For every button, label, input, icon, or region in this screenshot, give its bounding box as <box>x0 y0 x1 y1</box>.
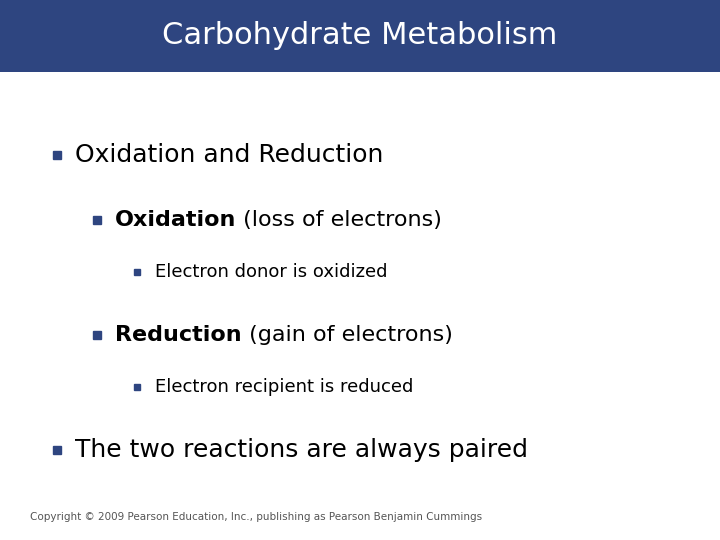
Text: Oxidation: Oxidation <box>115 210 236 230</box>
Text: (loss of electrons): (loss of electrons) <box>236 210 442 230</box>
Text: (gain of electrons): (gain of electrons) <box>242 325 452 345</box>
Text: Oxidation and Reduction: Oxidation and Reduction <box>75 143 383 167</box>
Text: Electron recipient is reduced: Electron recipient is reduced <box>155 378 413 396</box>
Text: Electron donor is oxidized: Electron donor is oxidized <box>155 263 387 281</box>
Bar <box>0 0 720 72</box>
Text: Carbohydrate Metabolism: Carbohydrate Metabolism <box>162 22 558 51</box>
Text: Copyright © 2009 Pearson Education, Inc., publishing as Pearson Benjamin Cumming: Copyright © 2009 Pearson Education, Inc.… <box>30 512 482 522</box>
Text: The two reactions are always paired: The two reactions are always paired <box>75 438 528 462</box>
Text: Reduction: Reduction <box>115 325 242 345</box>
